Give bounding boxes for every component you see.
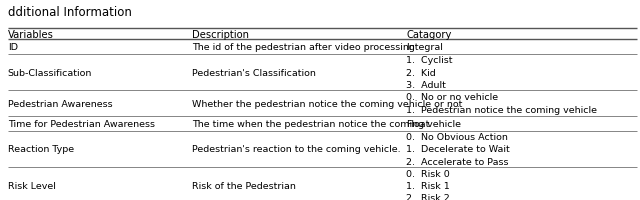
Text: Variables: Variables xyxy=(8,29,54,39)
Text: dditional Information: dditional Information xyxy=(8,6,132,19)
Text: 0.  No or no vehicle: 0. No or no vehicle xyxy=(406,93,499,102)
Text: 0.  Risk 0: 0. Risk 0 xyxy=(406,169,450,178)
Text: Description: Description xyxy=(192,29,249,39)
Text: 2.  Kid: 2. Kid xyxy=(406,68,436,77)
Text: Pedestrian's Classification: Pedestrian's Classification xyxy=(192,68,316,77)
Text: Sub-Classification: Sub-Classification xyxy=(8,68,92,77)
Text: Risk Level: Risk Level xyxy=(8,181,56,190)
Text: Integral: Integral xyxy=(406,43,444,52)
Text: 1.  Pedestrian notice the coming vehicle: 1. Pedestrian notice the coming vehicle xyxy=(406,106,597,114)
Text: Float: Float xyxy=(406,119,430,128)
Text: Catagory: Catagory xyxy=(406,29,452,39)
Text: Time for Pedestrian Awareness: Time for Pedestrian Awareness xyxy=(8,119,155,128)
Text: 1.  Decelerate to Wait: 1. Decelerate to Wait xyxy=(406,145,510,154)
Text: 2.  Risk 2: 2. Risk 2 xyxy=(406,193,450,200)
Text: ID: ID xyxy=(8,43,18,52)
Text: 1.  Cyclist: 1. Cyclist xyxy=(406,56,453,65)
Text: Pedestrian's reaction to the coming vehicle.: Pedestrian's reaction to the coming vehi… xyxy=(192,145,401,154)
Text: Risk of the Pedestrian: Risk of the Pedestrian xyxy=(192,181,296,190)
Text: 2.  Accelerate to Pass: 2. Accelerate to Pass xyxy=(406,157,509,166)
Text: Pedestrian Awareness: Pedestrian Awareness xyxy=(8,99,112,108)
Text: The id of the pedestrian after video processing: The id of the pedestrian after video pro… xyxy=(192,43,415,52)
Text: 3.  Adult: 3. Adult xyxy=(406,80,446,89)
Text: Reaction Type: Reaction Type xyxy=(8,145,74,154)
Text: 0.  No Obvious Action: 0. No Obvious Action xyxy=(406,133,508,142)
Text: Whether the pedestrian notice the coming vehicle or not: Whether the pedestrian notice the coming… xyxy=(192,99,462,108)
Text: The time when the pedestrian notice the coming vehicle: The time when the pedestrian notice the … xyxy=(192,119,461,128)
Text: 1.  Risk 1: 1. Risk 1 xyxy=(406,181,450,190)
